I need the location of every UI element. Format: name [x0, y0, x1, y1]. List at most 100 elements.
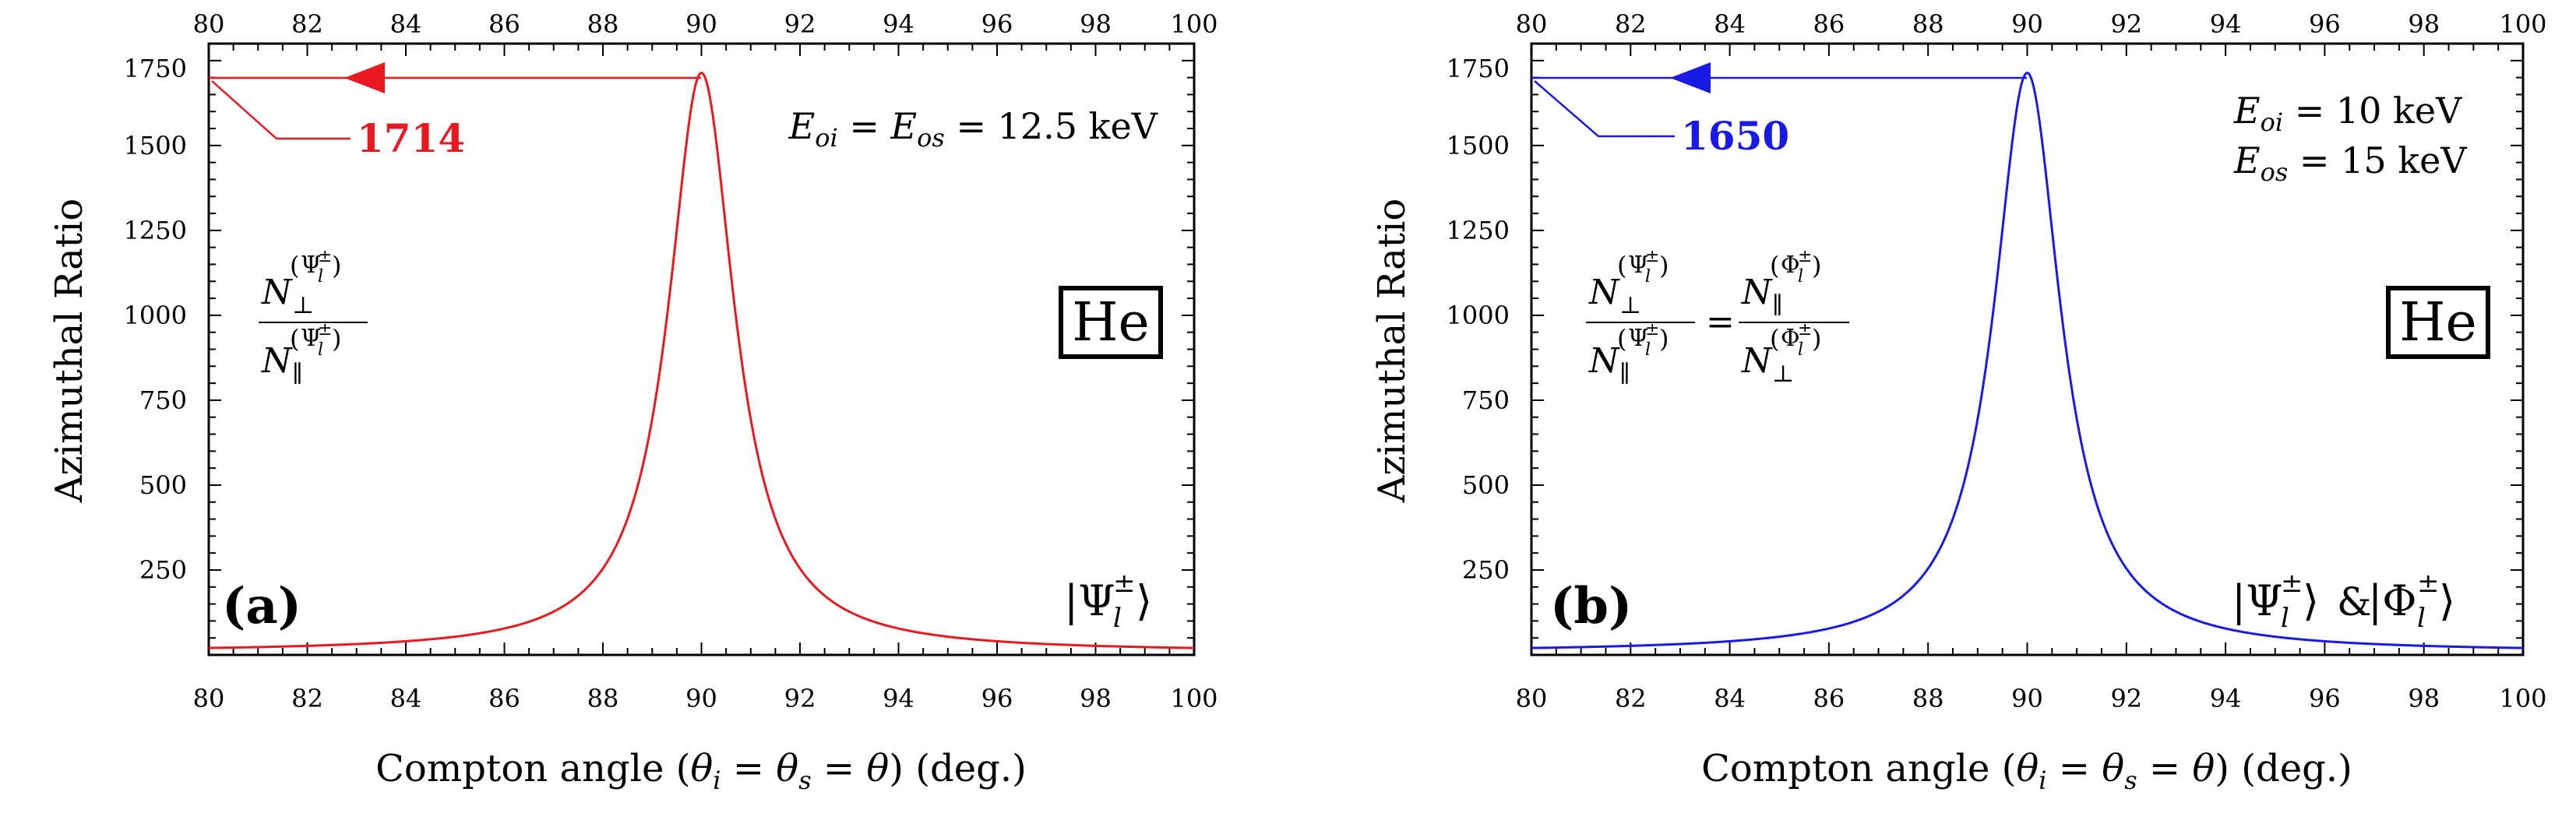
svg-text:&: & — [2337, 579, 2372, 625]
svg-text:Ψ: Ψ — [301, 325, 321, 352]
b-element-label: He — [2399, 292, 2477, 354]
panel-b-series-line — [1531, 71, 2524, 649]
svg-text:): ) — [1812, 251, 1821, 280]
b-xtick-top-98: 98 — [2408, 9, 2440, 39]
panel-b-label: (b) — [1550, 577, 1632, 635]
svg-text:±: ± — [1798, 247, 1812, 266]
panel-a-y-tick-labels: 250 500 750 1000 1250 1500 1750 — [124, 54, 187, 585]
b-ytick-500: 500 — [1462, 470, 1510, 500]
b-xtick-top-94: 94 — [2210, 9, 2242, 39]
b-xtick-bottom-98: 98 — [2408, 684, 2440, 713]
panel-a-x-axis-title: Compton angle (θi = θs = θ) (deg.) — [375, 747, 1027, 795]
panel-a-label: (a) — [222, 577, 301, 635]
svg-text:⟩: ⟩ — [2439, 576, 2455, 625]
svg-text:±: ± — [1645, 320, 1659, 340]
a-xtick-top-88: 88 — [587, 9, 619, 39]
svg-text:Ψ: Ψ — [301, 252, 321, 279]
svg-text:±: ± — [1645, 247, 1659, 266]
a-leader-line — [211, 80, 351, 140]
panel-b-ratio-formula: N ⊥ ( Ψ l ± ) N ∥ ( Ψ l ± ) = N ∥ ( Φ l … — [1586, 247, 1849, 388]
b-xtick-top-82: 82 — [1615, 9, 1647, 39]
a-xtick-bottom-86: 86 — [488, 684, 520, 713]
svg-text:): ) — [332, 324, 341, 354]
svg-text:(: ( — [1617, 251, 1626, 280]
svg-text:⟩: ⟩ — [2303, 576, 2319, 625]
b-ytick-750: 750 — [1462, 385, 1510, 415]
b-ytick-1250: 1250 — [1447, 216, 1510, 245]
svg-text:⊥: ⊥ — [1619, 292, 1641, 319]
a-xlabel-prefix: Compton angle — [375, 747, 676, 790]
svg-text:l: l — [318, 340, 323, 360]
panel-a-ticks — [208, 44, 1195, 655]
b-xtick-bottom-80: 80 — [1516, 684, 1548, 713]
svg-text:|Ψ: |Ψ — [2232, 576, 2283, 625]
svg-text:N: N — [1588, 341, 1620, 381]
svg-text:l: l — [1645, 267, 1651, 287]
panel-b-y-axis-title: Azimuthal Ratio — [1370, 199, 1414, 504]
svg-text:N: N — [261, 273, 293, 312]
a-xtick-bottom-80: 80 — [193, 684, 225, 713]
svg-text:⊥: ⊥ — [292, 292, 314, 319]
b-xtick-bottom-92: 92 — [2110, 684, 2142, 713]
b-ytick-1500: 1500 — [1447, 131, 1510, 160]
panel-a-x-tick-labels-top: 80 82 84 86 88 90 92 94 96 98 100 — [193, 9, 1218, 39]
svg-text:±: ± — [2281, 568, 2303, 599]
a-xtick-bottom-88: 88 — [587, 684, 619, 713]
svg-text:|Φ: |Φ — [2368, 576, 2416, 625]
a-xtick-top-80: 80 — [193, 9, 225, 39]
svg-text:⊥: ⊥ — [1772, 361, 1794, 388]
b-xtick-top-100: 100 — [2499, 9, 2546, 39]
b-xtick-bottom-82: 82 — [1615, 684, 1647, 713]
a-xtick-top-98: 98 — [1080, 9, 1112, 39]
b-xtick-top-80: 80 — [1516, 9, 1548, 39]
a-xtick-bottom-82: 82 — [291, 684, 323, 713]
panel-b-energy-label-s: Eos = 15 keV — [2233, 139, 2467, 187]
svg-text:∥: ∥ — [1772, 292, 1783, 319]
a-ytick-1750: 1750 — [124, 54, 187, 83]
panel-a-x-tick-labels-bottom: 80 82 84 86 88 90 92 94 96 98 100 — [193, 684, 1218, 713]
b-peak-value-label: 1650 — [1681, 113, 1789, 159]
b-xtick-bottom-94: 94 — [2210, 684, 2242, 713]
svg-text:Φ: Φ — [1781, 325, 1800, 352]
panel-a-series-line — [208, 71, 1195, 649]
svg-text:(: ( — [1770, 251, 1779, 280]
a-xtick-top-96: 96 — [981, 9, 1013, 39]
svg-text:l: l — [1645, 340, 1651, 360]
a-xtick-top-90: 90 — [685, 9, 717, 39]
panel-b-element-box: He — [2386, 286, 2490, 359]
svg-text:±: ± — [1798, 320, 1812, 340]
a-xtick-bottom-94: 94 — [883, 684, 914, 713]
b-xtick-bottom-90: 90 — [2011, 684, 2043, 713]
a-xtick-bottom-98: 98 — [1080, 684, 1112, 713]
a-xtick-top-82: 82 — [291, 9, 323, 39]
a-xtick-bottom-96: 96 — [981, 684, 1013, 713]
a-ytick-500: 500 — [139, 470, 187, 500]
a-xtick-bottom-84: 84 — [390, 684, 422, 713]
panel-b-x-tick-labels-bottom: 80 82 84 86 88 90 92 94 96 98 100 — [1516, 684, 2547, 713]
svg-text:±: ± — [318, 320, 332, 340]
svg-text:±: ± — [318, 247, 332, 266]
a-element-label: He — [1072, 292, 1150, 354]
b-xtick-top-96: 96 — [2309, 9, 2341, 39]
panel-b-plot-frame — [1530, 42, 2525, 656]
b-xtick-bottom-100: 100 — [2499, 684, 2546, 713]
svg-text:N: N — [1588, 273, 1620, 312]
panel-b-y-tick-labels: 250 500 750 1000 1250 1500 1750 — [1447, 54, 1510, 585]
svg-text:(: ( — [290, 251, 299, 280]
a-peak-value-label: 1714 — [357, 115, 465, 161]
a-xtick-top-84: 84 — [390, 9, 422, 39]
b-xtick-bottom-84: 84 — [1714, 684, 1746, 713]
a-xtick-top-86: 86 — [488, 9, 520, 39]
svg-text:l: l — [1798, 267, 1803, 287]
a-ytick-750: 750 — [139, 385, 187, 415]
svg-text:): ) — [1659, 251, 1669, 280]
a-xtick-top-100: 100 — [1170, 9, 1218, 39]
svg-text:Ψ: Ψ — [1628, 252, 1648, 279]
a-ytick-250: 250 — [139, 555, 187, 585]
svg-text:Φ: Φ — [1781, 252, 1800, 279]
panel-a-energy-label: Eoi = Eos = 12.5 keV — [788, 105, 1158, 153]
b-ytick-1000: 1000 — [1447, 301, 1510, 330]
a-xtick-bottom-90: 90 — [685, 684, 717, 713]
a-xlabel-theta-i: θ — [690, 747, 713, 790]
svg-text:|Ψ: |Ψ — [1064, 576, 1115, 625]
